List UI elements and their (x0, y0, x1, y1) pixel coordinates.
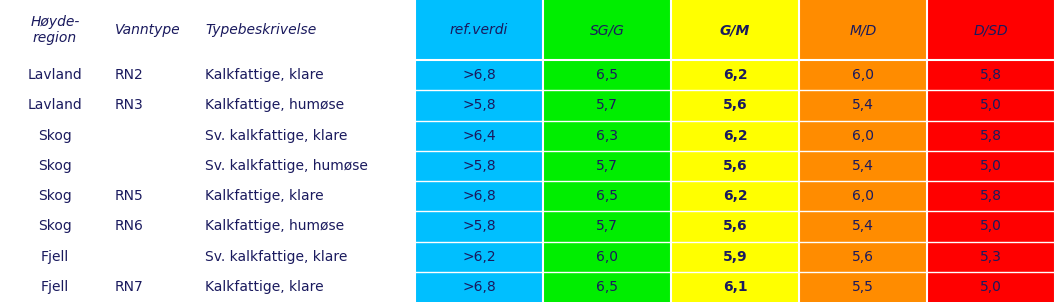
Text: Vanntype: Vanntype (115, 23, 180, 37)
Text: M/D: M/D (849, 23, 877, 37)
Text: 6,2: 6,2 (723, 68, 747, 82)
Bar (799, 0, 927, 302)
Text: 6,2: 6,2 (723, 189, 747, 203)
Text: Høyde-
region: Høyde- region (31, 15, 80, 45)
Text: >6,8: >6,8 (462, 280, 496, 294)
Text: 5,6: 5,6 (723, 219, 747, 233)
Text: 5,8: 5,8 (980, 189, 1002, 203)
Text: 5,5: 5,5 (852, 280, 874, 294)
Text: Skog: Skog (38, 159, 72, 173)
Text: 6,5: 6,5 (596, 280, 618, 294)
Text: 6,1: 6,1 (723, 280, 747, 294)
Text: G/M: G/M (720, 23, 750, 37)
Text: 6,0: 6,0 (852, 129, 874, 143)
Text: 5,8: 5,8 (980, 68, 1002, 82)
Text: 6,2: 6,2 (723, 129, 747, 143)
Text: 5,0: 5,0 (980, 98, 1002, 112)
Text: Kalkfattige, humøse: Kalkfattige, humøse (205, 219, 344, 233)
Text: Sv. kalkfattige, klare: Sv. kalkfattige, klare (205, 250, 347, 264)
Text: RN6: RN6 (115, 219, 143, 233)
Bar (671, 0, 799, 302)
Text: 5,9: 5,9 (723, 250, 747, 264)
Bar (543, 0, 671, 302)
Text: Kalkfattige, klare: Kalkfattige, klare (205, 68, 324, 82)
Text: >6,2: >6,2 (462, 250, 496, 264)
Text: >6,8: >6,8 (462, 189, 496, 203)
Text: 5,0: 5,0 (980, 159, 1002, 173)
Text: >5,8: >5,8 (462, 219, 496, 233)
Text: 5,8: 5,8 (980, 129, 1002, 143)
Text: 5,6: 5,6 (723, 159, 747, 173)
Bar (415, 0, 543, 302)
Text: 5,3: 5,3 (980, 250, 1002, 264)
Text: 6,0: 6,0 (596, 250, 618, 264)
Text: Kalkfattige, humøse: Kalkfattige, humøse (205, 98, 344, 112)
Text: 5,7: 5,7 (596, 219, 618, 233)
Text: Kalkfattige, klare: Kalkfattige, klare (205, 280, 324, 294)
Text: Fjell: Fjell (41, 280, 70, 294)
Text: 6,3: 6,3 (596, 129, 618, 143)
Text: SG/G: SG/G (590, 23, 625, 37)
Text: >6,8: >6,8 (462, 68, 496, 82)
Text: >5,8: >5,8 (462, 159, 496, 173)
Text: >5,8: >5,8 (462, 98, 496, 112)
Text: 5,0: 5,0 (980, 219, 1002, 233)
Text: D/SD: D/SD (974, 23, 1009, 37)
Text: Kalkfattige, klare: Kalkfattige, klare (205, 189, 324, 203)
Text: RN3: RN3 (115, 98, 143, 112)
Text: Sv. kalkfattige, humøse: Sv. kalkfattige, humøse (205, 159, 368, 173)
Text: 5,0: 5,0 (980, 280, 1002, 294)
Text: 6,0: 6,0 (852, 189, 874, 203)
Text: RN2: RN2 (115, 68, 143, 82)
Text: 5,6: 5,6 (723, 98, 747, 112)
Text: Lavland: Lavland (27, 98, 82, 112)
Text: Fjell: Fjell (41, 250, 70, 264)
Text: 5,6: 5,6 (852, 250, 874, 264)
Text: Lavland: Lavland (27, 68, 82, 82)
Text: 5,4: 5,4 (852, 98, 874, 112)
Text: 6,0: 6,0 (852, 68, 874, 82)
Text: 6,5: 6,5 (596, 189, 618, 203)
Text: 6,5: 6,5 (596, 68, 618, 82)
Text: Skog: Skog (38, 219, 72, 233)
Text: ref.verdi: ref.verdi (449, 23, 509, 37)
Text: >6,4: >6,4 (462, 129, 496, 143)
Text: Typebeskrivelse: Typebeskrivelse (205, 23, 316, 37)
Text: Sv. kalkfattige, klare: Sv. kalkfattige, klare (205, 129, 347, 143)
Text: 5,7: 5,7 (596, 98, 618, 112)
Text: 5,4: 5,4 (852, 219, 874, 233)
Text: RN7: RN7 (115, 280, 143, 294)
Text: 5,7: 5,7 (596, 159, 618, 173)
Text: Skog: Skog (38, 189, 72, 203)
Text: Skog: Skog (38, 129, 72, 143)
Bar (927, 0, 1055, 302)
Text: 5,4: 5,4 (852, 159, 874, 173)
Text: RN5: RN5 (115, 189, 143, 203)
